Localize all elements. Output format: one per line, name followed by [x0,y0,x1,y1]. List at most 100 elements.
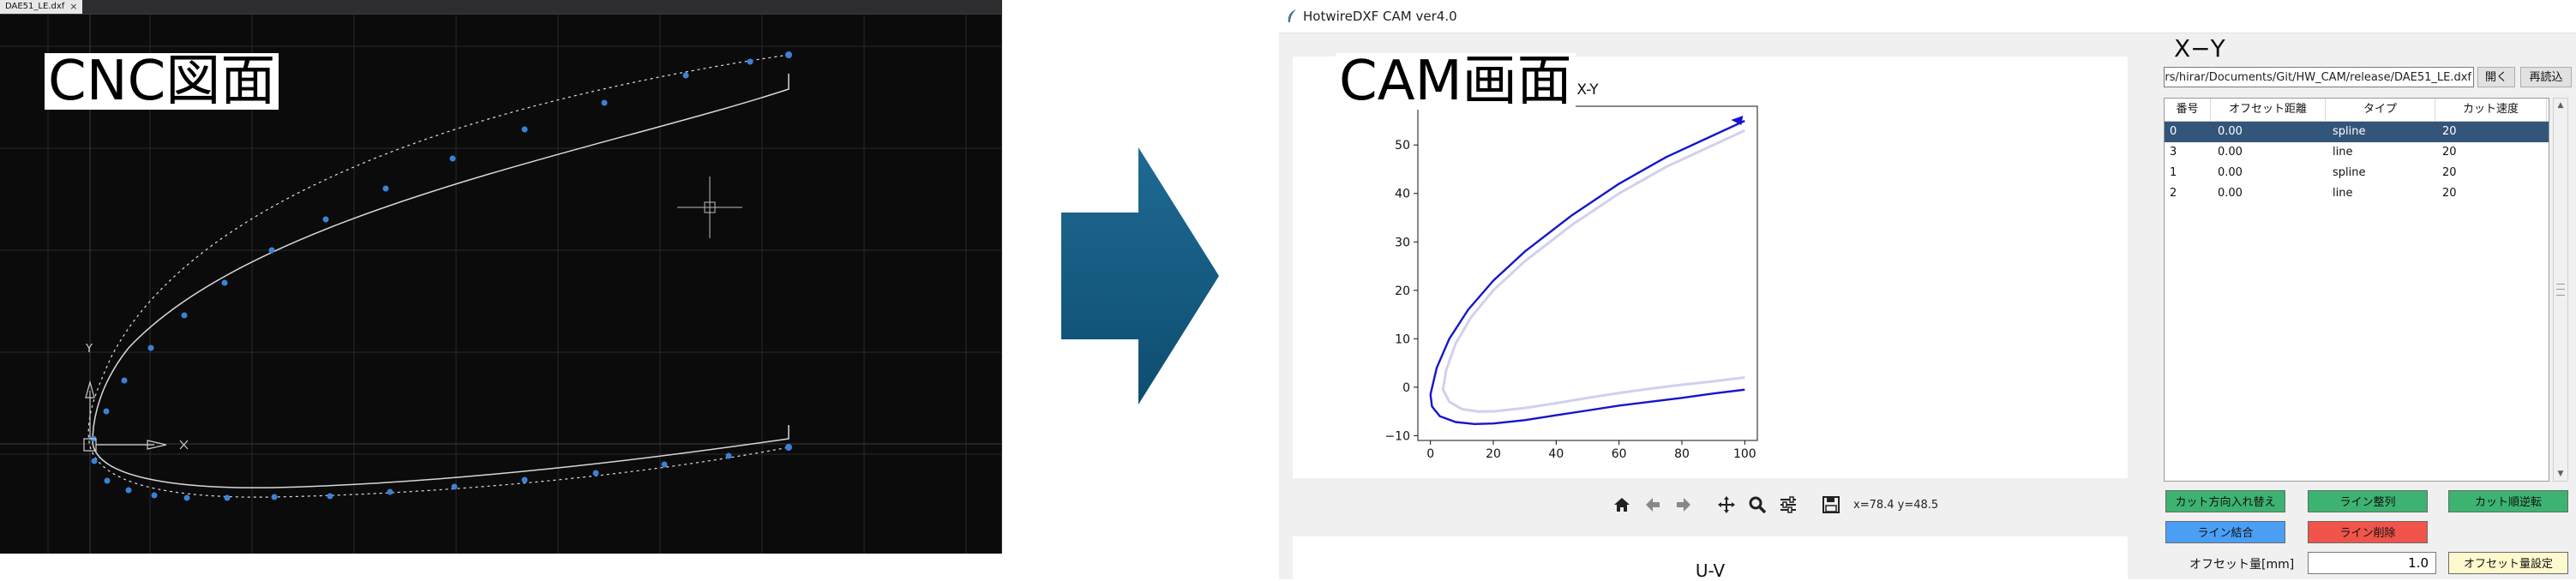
reverse-cut-order-button[interactable]: カット順逆転 [2448,490,2568,512]
xy-plot[interactable]: X-Y 0 20 40 60 80 100 −10 0 10 20 30 40 50 [1293,57,2128,478]
cad-canvas[interactable]: Y [0,14,1001,554]
zoom-icon [1749,496,1767,514]
set-offset-button[interactable]: オフセット量設定 [2448,552,2568,574]
xy-plot-panel[interactable]: X-Y 0 20 40 60 80 100 −10 0 10 20 30 40 50 [1293,57,2128,478]
x-tick-label: 80 [1674,447,1690,461]
col-header-number[interactable]: 番号 [2165,99,2211,121]
cnc-drawing-caption: CNC図面 [45,53,279,110]
scroll-down-icon[interactable]: ▼ [2557,470,2564,478]
side-panel-title: X−Y [2174,34,2225,63]
uv-plot-title: U-V [1695,560,1726,581]
x-tick-label: 60 [1612,447,1627,461]
file-path-input[interactable]: rs/hirar/Documents/Git/HW_CAM/release/DA… [2164,67,2474,87]
cad-airfoil-outline[interactable] [92,74,790,488]
feather-icon [1288,9,1296,22]
cad-file-tab[interactable]: DAE51_LE.dxf × [0,0,83,14]
scroll-up-icon[interactable]: ▲ [2557,101,2564,110]
plot-toolbar: x=78.4 y=48.5 [1608,490,1938,519]
y-tick-label: −10 [1384,429,1410,443]
cell-number: 3 [2170,146,2177,159]
merge-lines-button[interactable]: ライン結合 [2165,521,2285,543]
scroll-grip-icon[interactable] [2556,284,2565,296]
cell-speed: 20 [2442,166,2457,179]
transition-arrow-icon [1061,147,1219,404]
zoom-button[interactable] [1744,491,1771,518]
offset-path-series [1441,129,1745,413]
cell-type: line [2333,146,2353,159]
col-header-type[interactable]: タイプ [2326,99,2435,121]
sort-lines-button[interactable]: ライン整列 [2308,490,2428,512]
y-tick-label: 30 [1395,236,1410,249]
cell-type: spline [2333,166,2366,179]
ucs-y-label: Y [85,343,93,356]
cad-control-points [90,51,792,501]
uv-plot-panel[interactable]: U-V [1293,536,2128,581]
window-title: HotwireDXF CAM ver4.0 [1303,9,1457,24]
cell-offset: 0.00 [2218,187,2243,200]
cell-number: 0 [2170,125,2177,138]
table-row[interactable]: 0 0.00 spline 20 [2165,122,2549,142]
cell-number: 2 [2170,187,2177,200]
cursor-coord-readout: x=78.4 y=48.5 [1853,498,1939,512]
x-tick-label: 20 [1486,447,1501,461]
line-table[interactable]: 番号 オフセット距離 タイプ カット速度 0 0.00 spline 20 3 … [2164,98,2549,482]
plot-frame [1417,105,1758,441]
table-row[interactable]: 3 0.00 line 20 [2165,142,2549,163]
cell-type: line [2333,187,2353,200]
y-tick-label: 20 [1395,285,1410,298]
configure-button[interactable] [1774,491,1802,518]
table-row[interactable]: 2 0.00 line 20 [2165,183,2549,204]
x-tick-label: 0 [1426,447,1434,461]
cell-speed: 20 [2442,125,2457,138]
forward-icon [1677,498,1690,512]
x-tick-label: 40 [1548,447,1564,461]
cell-speed: 20 [2442,146,2457,159]
save-figure-button[interactable] [1817,491,1845,518]
y-tick-label: 0 [1402,381,1410,395]
forward-button[interactable] [1670,491,1697,518]
cut-direction-arrow-icon [1731,115,1744,125]
cad-file-tab-label: DAE51_LE.dxf [5,2,65,11]
cad-view: DAE51_LE.dxf × [0,0,1002,554]
back-button[interactable] [1639,491,1666,518]
cell-offset: 0.00 [2218,146,2243,159]
cad-grid [0,14,1001,554]
cell-offset: 0.00 [2218,166,2243,179]
save-icon [1822,496,1840,513]
cell-speed: 20 [2442,187,2457,200]
window-titlebar: HotwireDXF CAM ver4.0 [1279,0,2576,33]
delete-line-button[interactable]: ライン削除 [2308,521,2428,543]
home-icon [1614,498,1630,512]
cam-app-window: HotwireDXF CAM ver4.0 X-Y 0 20 40 60 80 100 −10… [1279,0,2576,581]
offset-label: オフセット量[mm] [2189,558,2295,572]
table-header: 番号 オフセット距離 タイプ カット速度 [2165,99,2549,122]
col-header-speed[interactable]: カット速度 [2435,99,2547,121]
cell-offset: 0.00 [2218,125,2243,138]
y-tick-label: 50 [1395,139,1410,153]
open-file-button[interactable]: 開く [2477,67,2515,87]
pan-button[interactable] [1713,491,1740,518]
pan-icon [1718,496,1735,513]
crosshair-cursor-icon [677,177,742,238]
cut-path-series [1429,119,1745,425]
x-tick-label: 100 [1733,447,1756,461]
table-row[interactable]: 1 0.00 spline 20 [2165,163,2549,183]
y-tick-label: 10 [1395,332,1410,346]
cell-type: spline [2333,125,2366,138]
chart-title: X-Y [1576,81,1599,99]
ucs-icon [83,380,189,452]
y-tick-label: 40 [1395,188,1410,201]
cam-screen-caption: CAM画面 [1336,53,1576,110]
col-header-offset[interactable]: オフセット距離 [2211,99,2326,121]
back-icon [1646,498,1660,512]
swap-direction-button[interactable]: カット方向入れ替え [2165,490,2285,512]
cell-number: 1 [2170,166,2177,179]
reload-button[interactable]: 再読込 [2520,67,2572,87]
table-scrollbar[interactable]: ▲ ▼ [2553,98,2568,482]
configure-icon [1780,496,1796,513]
home-button[interactable] [1608,491,1636,518]
offset-input[interactable]: 1.0 [2308,552,2436,574]
close-icon[interactable]: × [69,1,78,12]
cad-tab-bar: DAE51_LE.dxf × [0,0,1001,15]
cad-spline-offset[interactable] [87,54,790,498]
